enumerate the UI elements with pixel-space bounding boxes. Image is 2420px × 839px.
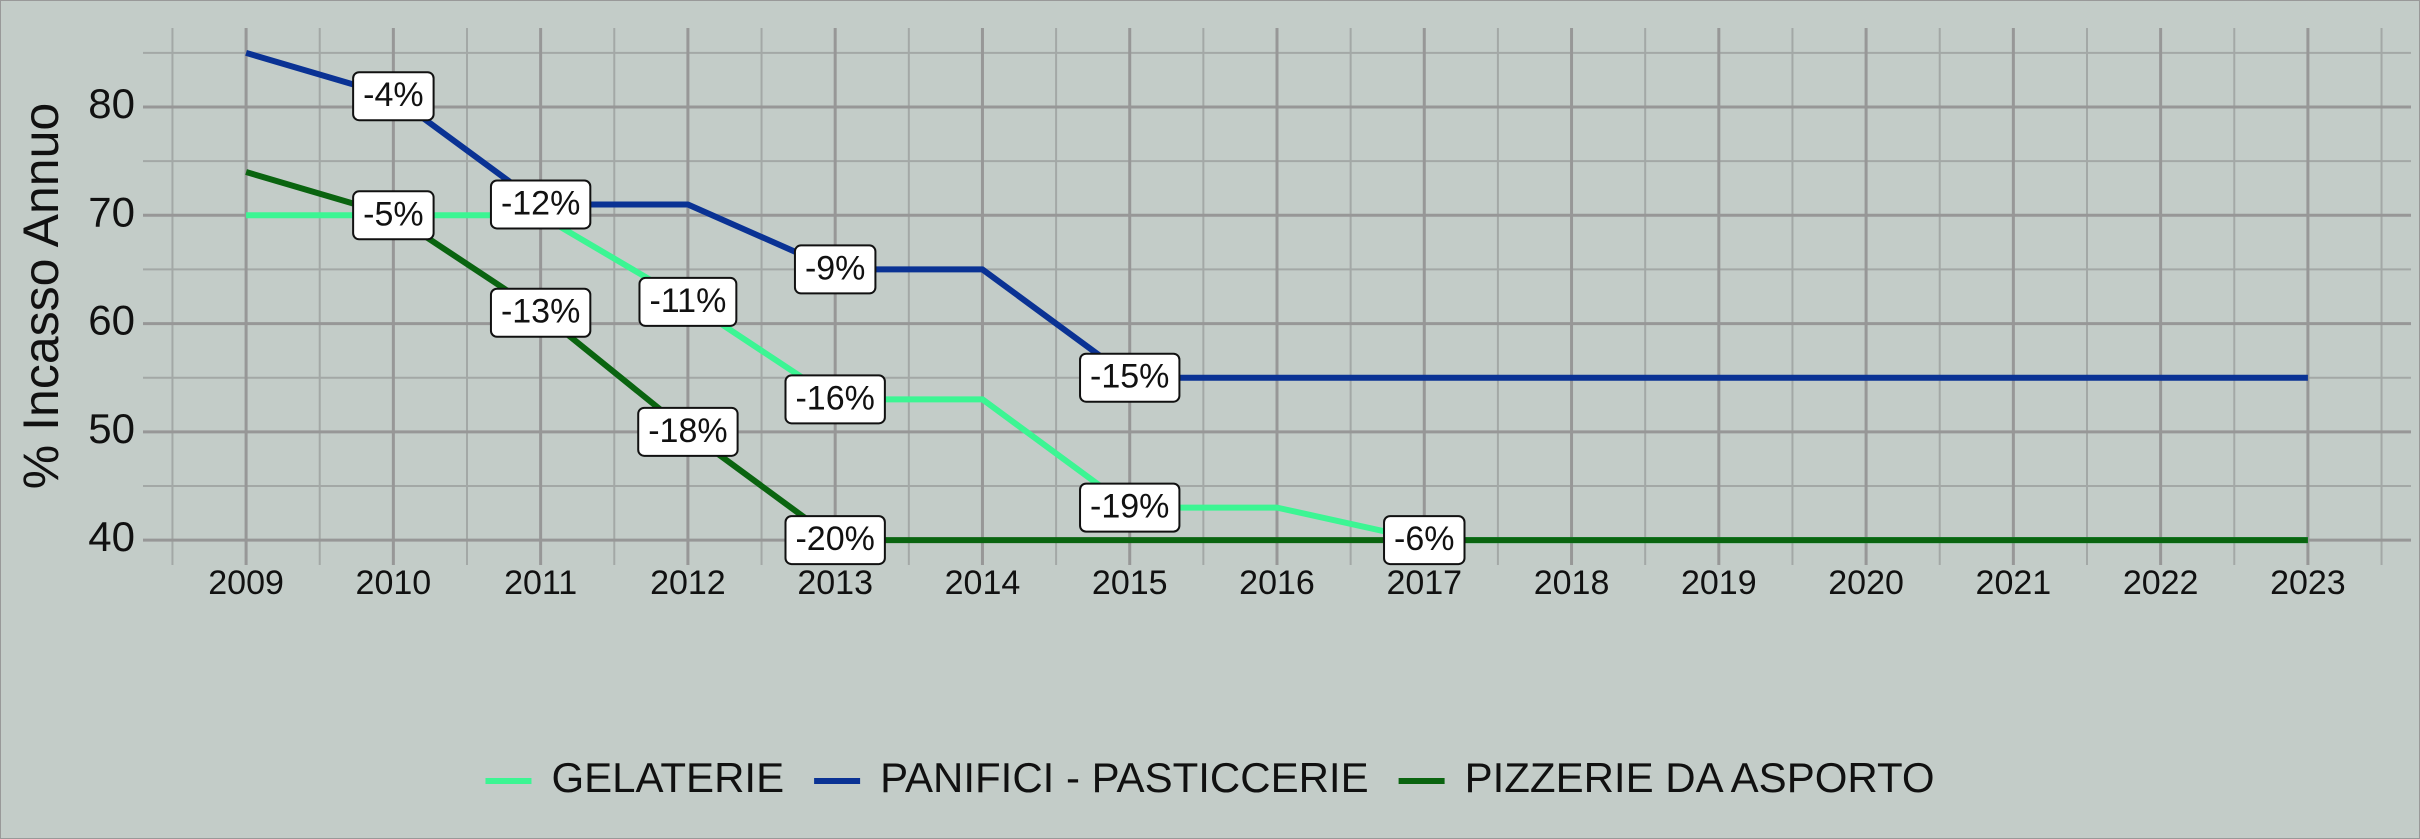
x-tick-label: 2021	[1976, 564, 2052, 602]
x-tick-label: 2019	[1681, 564, 1757, 602]
x-tick-label: 2012	[650, 564, 726, 602]
data-label: -4%	[352, 71, 435, 122]
x-tick-label: 2010	[356, 564, 432, 602]
data-label: -5%	[352, 190, 435, 241]
data-label: -12%	[489, 179, 592, 230]
data-label-box	[352, 71, 435, 122]
data-label-box	[1383, 515, 1466, 566]
y-tick-label: 70	[88, 188, 135, 235]
data-label-text: -19%	[1090, 488, 1169, 526]
data-label-text: -15%	[1090, 358, 1169, 396]
data-label: -15%	[1079, 352, 1181, 403]
y-tick-label: 40	[88, 513, 135, 560]
legend-item: PANIFICI - PASTICCERIE	[814, 754, 1369, 801]
data-label: -13%	[489, 287, 592, 338]
data-label-text: -13%	[501, 293, 580, 331]
data-label-text: -20%	[795, 520, 874, 558]
x-tick-label: 2020	[1828, 564, 1904, 602]
data-label-box	[784, 374, 886, 425]
series-line	[245, 169, 2308, 544]
data-labels: -11% -16% -19% -6% -4% -12% -9% -15% -5% -13% -18%…	[352, 71, 1466, 566]
x-tick-label: 2009	[208, 564, 284, 602]
x-tick-label: 2014	[945, 564, 1021, 602]
data-label: -11%	[638, 276, 738, 327]
legend-label: PANIFICI - PASTICCERIE	[880, 754, 1369, 801]
data-label-box	[637, 406, 739, 457]
y-tick-label: 80	[88, 80, 135, 127]
legend-item: GELATERIE	[485, 754, 784, 801]
data-label: -20%	[784, 515, 886, 566]
data-label-box	[1079, 352, 1181, 403]
x-tick-label: 2011	[504, 564, 577, 602]
data-label-text: -16%	[795, 379, 874, 417]
data-label-text: -18%	[648, 412, 727, 450]
legend: GELATERIE PANIFICI - PASTICCERIE PIZZERIE …	[485, 754, 1935, 801]
data-label-box	[352, 190, 435, 241]
data-label-box	[489, 179, 592, 230]
data-label-box	[1079, 482, 1181, 533]
data-label-box	[793, 244, 877, 295]
data-label-text: -6%	[1394, 520, 1454, 558]
data-label-text: -11%	[649, 282, 726, 320]
x-tick-label: 2018	[1534, 564, 1610, 602]
x-tick-label: 2016	[1239, 564, 1315, 602]
data-label-text: -4%	[363, 76, 423, 114]
legend-item: PIZZERIE DA ASPORTO	[1398, 754, 1935, 801]
y-tick-label: 60	[88, 297, 135, 344]
data-label-box	[784, 515, 886, 566]
y-tick-label: 50	[88, 405, 135, 452]
data-label-text: -5%	[363, 195, 423, 233]
x-tick-label: 2023	[2270, 564, 2346, 602]
data-label: -16%	[784, 374, 886, 425]
data-label-box	[489, 287, 592, 338]
y-axis-title: % Incasso Annuo	[13, 103, 69, 489]
legend-label: PIZZERIE DA ASPORTO	[1465, 754, 1935, 801]
data-label: -6%	[1383, 515, 1466, 566]
legend-label: GELATERIE	[551, 754, 784, 801]
x-tick-label: 2013	[797, 564, 873, 602]
data-label: -9%	[793, 244, 877, 295]
data-label-text: -9%	[805, 249, 865, 287]
data-label: -19%	[1079, 482, 1181, 533]
x-tick-label: 2017	[1386, 564, 1462, 602]
data-label-text: -12%	[501, 184, 580, 222]
x-tick-label: 2022	[2123, 564, 2199, 602]
x-tick-label: 2015	[1092, 564, 1168, 602]
data-label: -18%	[637, 406, 739, 457]
data-label-box	[638, 276, 738, 327]
